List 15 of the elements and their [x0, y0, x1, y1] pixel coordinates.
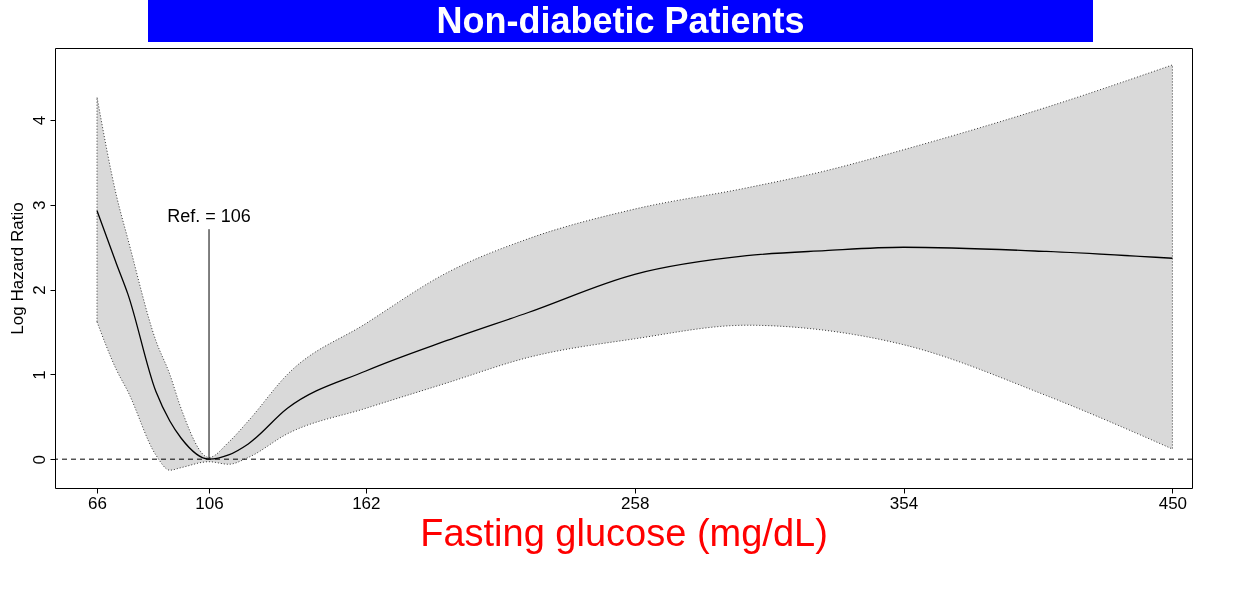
x-tick-label: 66: [88, 493, 107, 513]
y-tick-label: 1: [29, 370, 49, 380]
y-tick-label: 2: [29, 285, 49, 295]
chart-title: Non-diabetic Patients: [148, 0, 1093, 42]
x-tick-label: 106: [195, 493, 224, 513]
y-tick-label: 3: [29, 200, 49, 211]
x-tick-label: 354: [889, 493, 919, 513]
y-axis-title: Log Hazard Ratio: [7, 202, 27, 335]
x-tick-label: 162: [352, 493, 381, 513]
x-tick-label: 450: [1158, 493, 1188, 513]
y-tick-label: 0: [29, 454, 49, 465]
x-tick-label: 258: [621, 493, 650, 513]
y-tick-label: 4: [29, 115, 49, 126]
annotation: Ref. = 106: [167, 206, 251, 227]
x-axis-title: Fasting glucose (mg/dL): [420, 511, 828, 554]
